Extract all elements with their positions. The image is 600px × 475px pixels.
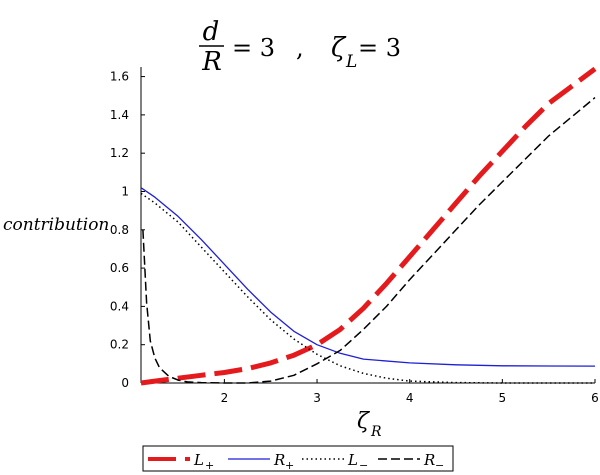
y-tick-label: 0.8: [110, 223, 129, 237]
series-line-2: [140, 192, 595, 384]
y-tick-label: 1: [121, 184, 129, 198]
legend-label-sub-3: −: [435, 459, 444, 472]
x-tick-label: 3: [313, 391, 321, 405]
x-tick-label: 6: [591, 391, 599, 405]
legend-label-2: L: [347, 451, 358, 469]
series-line-1: [140, 187, 596, 367]
y-tick-label: 1.6: [110, 70, 129, 84]
legend-label-3: R: [423, 451, 435, 469]
series-line-0: [140, 66, 597, 386]
title-fraction-numerator: d: [203, 17, 220, 47]
chart-title: d R = 3 , ζ L = 3: [199, 17, 401, 77]
legend-box: [142, 445, 454, 472]
y-axis-label-text: contribution: [3, 215, 109, 235]
legend-label-0: L: [193, 451, 204, 469]
title-zeta-symbol: ζ: [331, 33, 347, 63]
y-tick-label: 0: [121, 376, 129, 390]
legend: L + R + L − R −: [142, 445, 454, 472]
y-tick-label: 0.4: [110, 299, 129, 313]
y-tick-label: 1.2: [110, 146, 129, 160]
title-zeta-subscript: L: [345, 52, 357, 72]
x-axis-label-symbol: ζ: [357, 409, 371, 434]
title-separator: ,: [296, 34, 304, 62]
x-tick-label: 2: [221, 391, 229, 405]
title-fraction-denominator: R: [201, 47, 222, 77]
y-tick-label: 0.6: [110, 261, 129, 275]
x-tick-label: 5: [499, 391, 507, 405]
x-axis-label-subscript: R: [370, 424, 382, 440]
x-tick-label: 4: [406, 391, 414, 405]
series-layer: [140, 66, 597, 386]
legend-label-sub-2: −: [359, 459, 368, 472]
legend-label-sub-1: +: [285, 459, 294, 472]
title-equals-1: = 3: [232, 34, 275, 62]
legend-items: L + R + L − R −: [148, 451, 444, 472]
legend-label-1: R: [273, 451, 285, 469]
legend-label-sub-0: +: [205, 459, 214, 472]
x-axis-label: ζ R: [357, 409, 382, 440]
y-ticks: 0 0.2 0.4 0.6 0.8 1 1.2 1.4 1.6: [110, 70, 145, 390]
title-equals-2: = 3: [358, 34, 401, 62]
y-tick-label: 1.4: [110, 108, 129, 122]
y-axis-label: contribution: [3, 215, 109, 235]
series-line-3: [142, 97, 596, 384]
y-tick-label: 0.2: [110, 338, 129, 352]
